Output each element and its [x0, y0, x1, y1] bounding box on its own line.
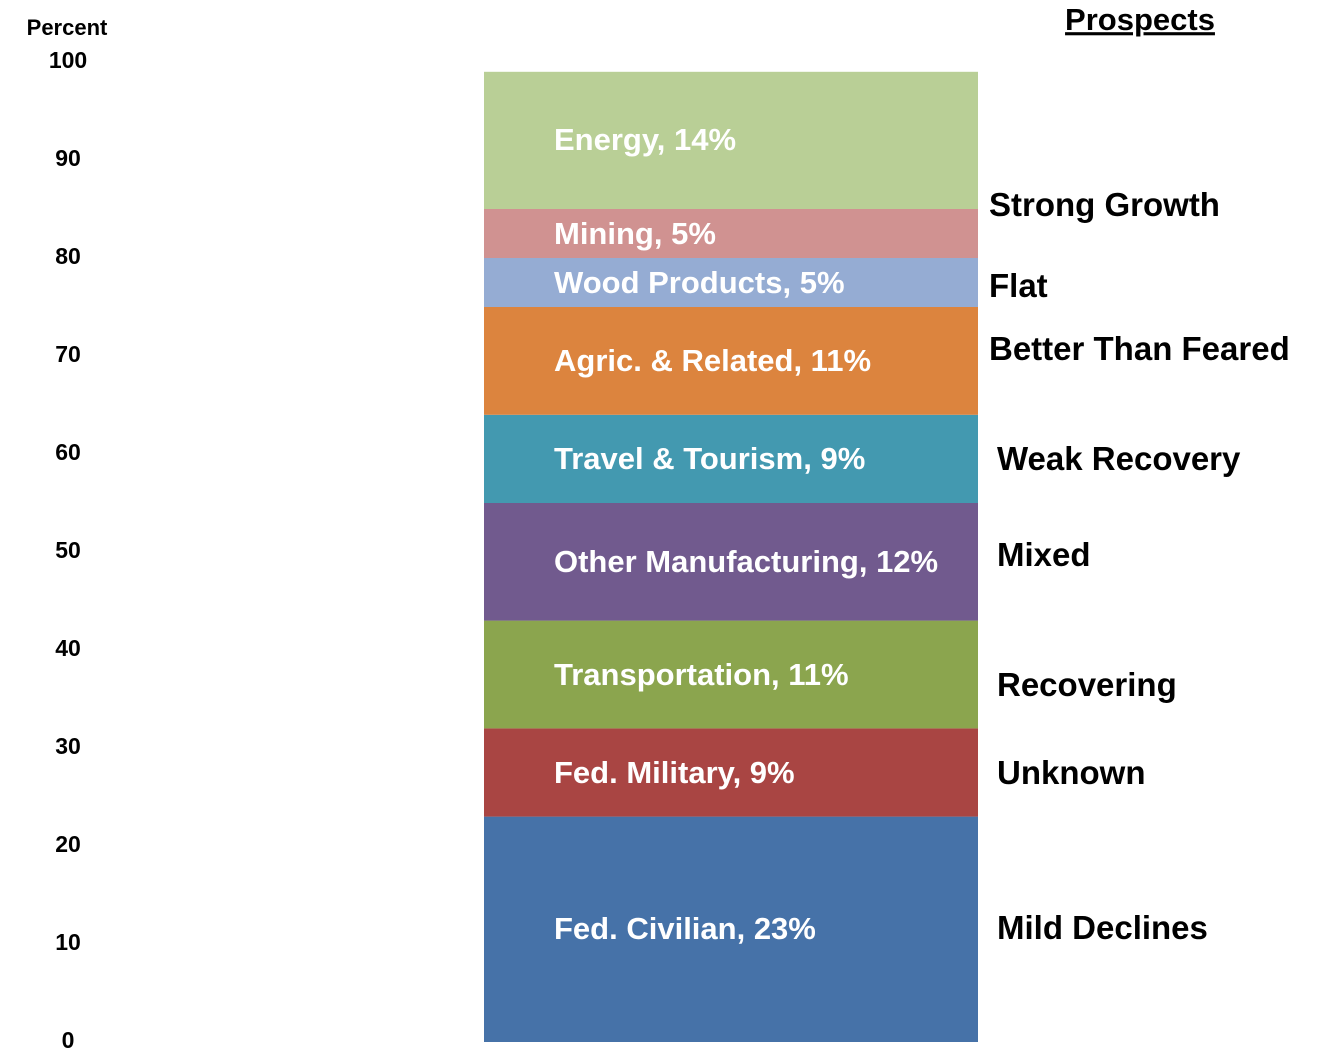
- y-tick-label: 70: [55, 341, 81, 367]
- data-label: Wood Products, 5%: [554, 264, 845, 300]
- data-label: Transportation, 11%: [554, 656, 849, 692]
- y-tick-label: 10: [55, 929, 81, 955]
- y-tick-label: 40: [55, 635, 81, 661]
- prospect-annotation: Unknown: [997, 754, 1146, 791]
- data-label: Other Manufacturing, 12%: [554, 543, 939, 579]
- prospect-annotation: Mixed: [997, 536, 1091, 573]
- prospect-annotation: Better Than Feared: [989, 330, 1290, 367]
- y-tick-label: 0: [62, 1027, 75, 1052]
- bar-segment: [484, 503, 978, 621]
- bar-segment: [484, 816, 978, 1042]
- y-tick-label: 50: [55, 537, 81, 563]
- bar-segment: [484, 620, 978, 729]
- prospect-annotation: Flat: [989, 267, 1048, 304]
- data-label: Energy, 14%: [554, 122, 737, 158]
- bar-segment: [484, 307, 978, 415]
- y-tick-label: 20: [55, 831, 81, 857]
- y-tick-label: 90: [55, 145, 81, 171]
- prospects-title: Prospects: [1065, 2, 1215, 37]
- bar-segment: [484, 414, 978, 503]
- data-label: Mining, 5%: [554, 215, 716, 251]
- prospect-annotation: Mild Declines: [997, 909, 1208, 946]
- y-tick-label: 30: [55, 733, 81, 759]
- bar-segment: [484, 728, 978, 817]
- data-label: Fed. Military, 9%: [554, 754, 795, 790]
- bar-segment: [484, 71, 978, 209]
- y-tick-label: 80: [55, 243, 81, 269]
- data-label: Agric. & Related, 11%: [554, 342, 872, 378]
- bar-segment: [484, 258, 978, 307]
- y-axis-label: Percent: [27, 15, 108, 40]
- prospect-annotation: Recovering: [997, 666, 1177, 703]
- y-tick-label: 100: [49, 47, 87, 73]
- bar-segment: [484, 209, 978, 258]
- data-label: Travel & Tourism, 9%: [554, 440, 866, 476]
- prospect-annotation: Weak Recovery: [997, 440, 1241, 477]
- y-tick-label: 60: [55, 439, 81, 465]
- data-label: Fed. Civilian, 23%: [554, 911, 816, 947]
- prospect-annotation: Strong Growth: [989, 186, 1220, 223]
